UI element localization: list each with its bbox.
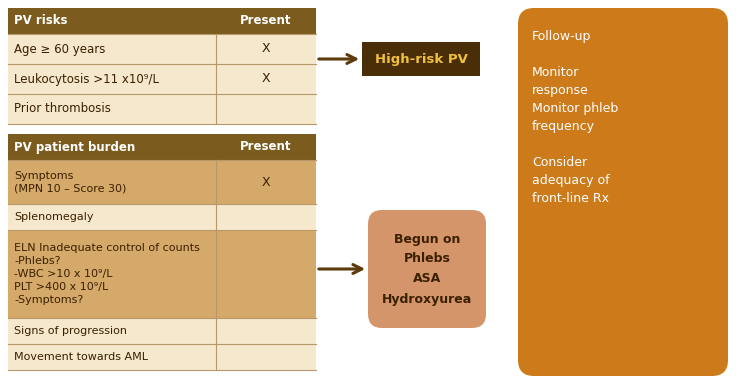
Bar [216,160,316,204]
Bar [216,204,316,230]
Text: X: X [262,176,270,189]
Bar [8,34,216,64]
Text: Symptoms
(MPN 10 – Score 30): Symptoms (MPN 10 – Score 30) [14,171,126,193]
Bar [8,160,216,204]
Text: Splenomegaly: Splenomegaly [14,212,94,222]
Bar [216,344,316,370]
Text: Begun on
Phlebs
ASA
Hydroxyurea: Begun on Phlebs ASA Hydroxyurea [382,233,472,306]
Bar [8,8,316,34]
Bar [216,230,316,318]
FancyBboxPatch shape [368,210,486,328]
Text: Follow-up

Monitor
response
Monitor phleb
frequency

Consider
adequacy of
front-: Follow-up Monitor response Monitor phleb… [532,30,619,205]
FancyBboxPatch shape [518,8,728,376]
Bar [8,94,216,124]
Bar [216,34,316,64]
Bar [216,318,316,344]
Text: Leukocytosis >11 x10⁹/L: Leukocytosis >11 x10⁹/L [14,72,159,85]
Text: PV risks: PV risks [14,15,67,27]
Text: X: X [262,42,270,55]
Bar [216,64,316,94]
Text: High-risk PV: High-risk PV [375,52,468,65]
Text: Signs of progression: Signs of progression [14,326,127,336]
Bar [8,204,216,230]
Text: X: X [262,72,270,85]
Text: Movement towards AML: Movement towards AML [14,352,148,362]
Bar [216,94,316,124]
Text: Age ≥ 60 years: Age ≥ 60 years [14,42,106,55]
Text: ELN Inadequate control of counts
-Phlebs?
-WBC >10 x 10⁹/L
PLT >400 x 10⁹/L
-Sym: ELN Inadequate control of counts -Phlebs… [14,243,200,305]
Text: Present: Present [240,141,292,154]
Bar [8,344,216,370]
Text: Prior thrombosis: Prior thrombosis [14,102,111,116]
Bar [216,8,217,34]
Bar [8,64,216,94]
Text: Present: Present [240,15,292,27]
Bar [8,318,216,344]
Bar [362,42,480,76]
Bar [8,134,316,160]
Text: PV patient burden: PV patient burden [14,141,135,154]
Bar [8,230,216,318]
